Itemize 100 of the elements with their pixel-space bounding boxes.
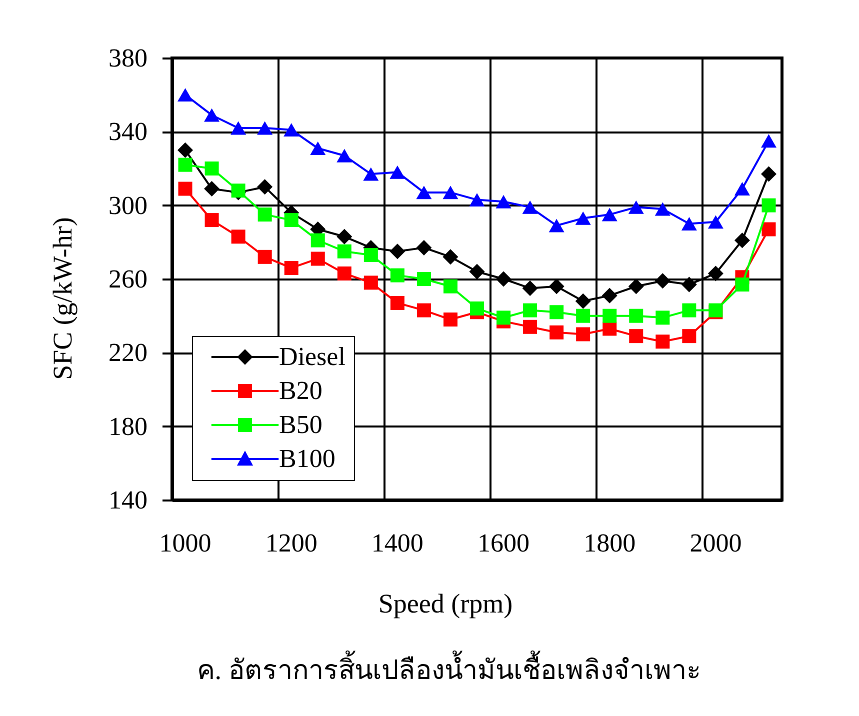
point <box>708 266 724 282</box>
legend-label: B20 <box>279 376 322 405</box>
point <box>734 182 750 196</box>
point <box>762 222 776 236</box>
y-tick-label: 300 <box>108 190 148 220</box>
point <box>443 279 458 294</box>
point <box>231 230 246 244</box>
point <box>602 288 618 304</box>
point <box>390 165 406 179</box>
point <box>575 212 591 225</box>
y-axis-title: SFC (g/kW-hr) <box>48 217 78 380</box>
y-tick-label: 260 <box>108 264 148 294</box>
x-tick-label: 1200 <box>265 528 318 558</box>
point <box>656 310 670 325</box>
legend-label: B50 <box>279 410 322 439</box>
point <box>363 167 379 181</box>
point <box>548 278 564 294</box>
point <box>178 158 192 172</box>
point <box>284 123 300 137</box>
point <box>760 134 776 148</box>
point <box>602 208 618 222</box>
text: ค. อัตราการสิ้นเปลืองน้ำมันเชื้อเพลิงจำเพาะ <box>196 650 702 685</box>
point <box>258 208 272 222</box>
point <box>310 252 325 266</box>
point <box>682 303 696 318</box>
point <box>656 334 670 349</box>
point <box>337 244 352 258</box>
point <box>576 308 590 323</box>
point <box>629 308 644 323</box>
x-tick-label: 1400 <box>371 528 424 558</box>
point <box>204 181 220 197</box>
point <box>654 202 670 216</box>
point <box>178 142 194 158</box>
point <box>708 215 724 229</box>
point <box>548 218 564 232</box>
point <box>390 296 404 310</box>
point <box>204 162 219 176</box>
point <box>654 273 670 289</box>
point <box>231 184 246 198</box>
point <box>628 278 644 294</box>
point <box>178 182 192 196</box>
point <box>284 260 298 275</box>
point <box>230 121 246 135</box>
point <box>416 272 431 286</box>
point <box>336 148 352 162</box>
point <box>390 244 406 260</box>
point <box>469 264 485 280</box>
point <box>550 305 564 320</box>
point <box>257 121 273 135</box>
y-tick-label: 180 <box>108 412 148 441</box>
point <box>469 193 485 207</box>
point <box>470 301 484 316</box>
y-tick-label: 140 <box>108 486 148 514</box>
x-tick-label: 2000 <box>690 528 742 558</box>
point <box>442 186 458 200</box>
point <box>522 200 538 214</box>
point <box>284 213 298 228</box>
point <box>760 166 776 182</box>
point <box>178 88 194 102</box>
point <box>390 268 404 282</box>
point <box>575 293 591 309</box>
x-tick-label: 1000 <box>159 528 212 558</box>
point <box>550 325 564 340</box>
point <box>416 303 431 318</box>
x-tick-label: 1800 <box>584 528 636 558</box>
y-tick-label: 340 <box>108 117 148 146</box>
point <box>496 271 512 287</box>
point <box>523 303 538 318</box>
x-tick-label: 1600 <box>478 528 530 558</box>
point <box>496 194 512 208</box>
legend-label: Diesel <box>279 342 346 371</box>
point <box>734 232 750 248</box>
point <box>602 308 617 323</box>
point <box>629 329 644 344</box>
point <box>364 276 378 290</box>
y-tick-label: 220 <box>108 338 148 368</box>
point <box>310 233 325 248</box>
x-axis-title: Speed (rpm) <box>378 588 513 618</box>
legend-label: B100 <box>279 444 336 473</box>
point <box>204 213 219 228</box>
point <box>681 217 697 230</box>
point <box>336 228 352 244</box>
point <box>416 240 432 256</box>
point <box>310 142 326 155</box>
point <box>681 276 697 292</box>
point <box>762 198 776 212</box>
point <box>364 248 378 262</box>
point <box>735 278 750 292</box>
point <box>443 312 458 327</box>
point <box>337 266 352 280</box>
y-tick-label: 380 <box>108 44 148 72</box>
point <box>496 310 511 325</box>
point <box>416 186 432 200</box>
point <box>442 249 458 265</box>
point <box>257 179 273 195</box>
point <box>522 280 538 296</box>
point <box>628 200 644 214</box>
point <box>258 250 272 264</box>
point <box>523 320 538 334</box>
point <box>576 327 590 342</box>
